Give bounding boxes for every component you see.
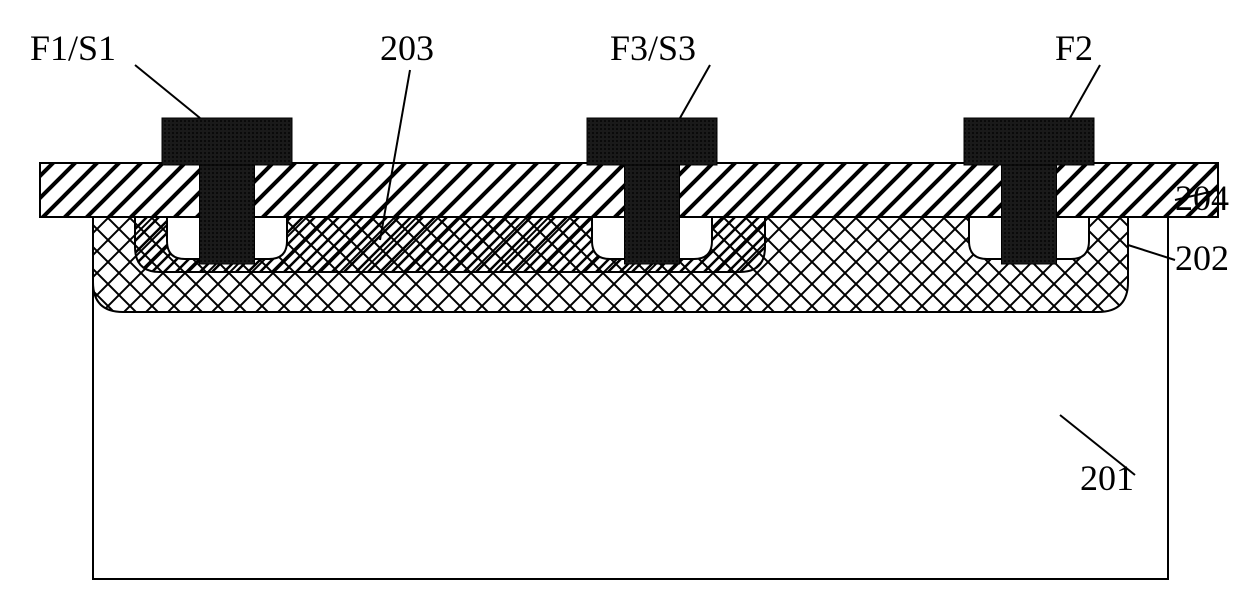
contact-pad-0 bbox=[162, 118, 292, 165]
contact-plug-0 bbox=[200, 165, 255, 264]
cross-section-svg: N+N+P+ F1/S1203F3/S3F2204202201 bbox=[20, 20, 1239, 595]
leader-F2 bbox=[1070, 65, 1100, 118]
contact-plug-1 bbox=[625, 165, 680, 264]
label-F2: F2 bbox=[1055, 28, 1093, 68]
label-202: 202 bbox=[1175, 238, 1229, 278]
label-203: 203 bbox=[380, 28, 434, 68]
leader-F1S1 bbox=[135, 65, 200, 118]
label-204: 204 bbox=[1175, 178, 1229, 218]
label-201: 201 bbox=[1080, 458, 1134, 498]
diagram-root: N+N+P+ F1/S1203F3/S3F2204202201 bbox=[20, 20, 1239, 595]
label-F3S3: F3/S3 bbox=[610, 28, 696, 68]
label-F1S1: F1/S1 bbox=[30, 28, 116, 68]
contact-pad-2 bbox=[964, 118, 1094, 165]
leader-F3S3 bbox=[680, 65, 710, 118]
contact-plug-2 bbox=[1002, 165, 1057, 264]
contact-pad-1 bbox=[587, 118, 717, 165]
